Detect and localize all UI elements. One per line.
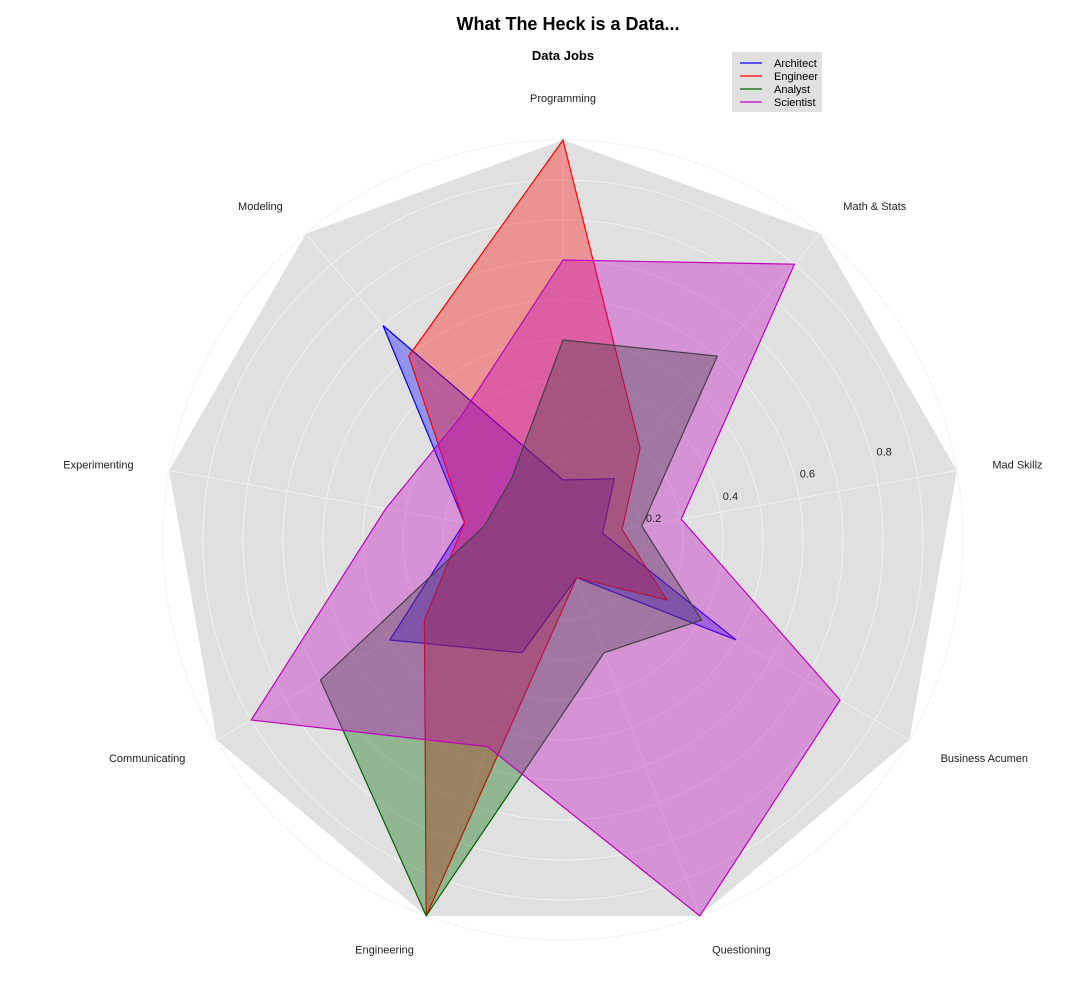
- r-tick-label: 0.2: [646, 513, 661, 525]
- legend-label-engineer: Engineer: [774, 71, 818, 83]
- grid-spoke: [562, 539, 701, 917]
- series-scientist-area: [250, 259, 841, 917]
- axis-label: Mad Skillz: [992, 459, 1042, 471]
- legend-label-architect: Architect: [774, 58, 817, 70]
- grid-spoke: [562, 233, 821, 541]
- axis-label: Engineering: [355, 945, 414, 957]
- chart-subtitle: Data Jobs: [532, 48, 594, 63]
- axis-label: Math & Stats: [843, 201, 906, 213]
- axis-label: Modeling: [238, 201, 283, 213]
- chart-title: What The Heck is a Data...: [456, 14, 679, 34]
- axis-label: Programming: [530, 93, 596, 105]
- axis-label: Questioning: [712, 945, 771, 957]
- series-engineer-area: [408, 138, 669, 917]
- r-tick-label: 0.8: [877, 447, 892, 459]
- axis-label: Communicating: [109, 753, 185, 765]
- r-tick-label: 0.6: [800, 469, 815, 481]
- plot-area: 0.2 0.4 0.6 0.8 Programming Math & Stats Mad S…: [63, 93, 1042, 957]
- grid-spoke: [169, 470, 564, 541]
- r-tick-label: 0.4: [723, 491, 738, 503]
- legend-label-analyst: Analyst: [774, 84, 810, 96]
- grid-spoke: [425, 539, 564, 917]
- axis-label: Business Acumen: [941, 753, 1028, 765]
- grid-spoke: [562, 470, 957, 541]
- axis-label: Experimenting: [63, 459, 133, 471]
- series-analyst-area: [319, 339, 719, 918]
- legend-label-scientist: Scientist: [774, 97, 816, 109]
- grid-spoke: [305, 233, 564, 541]
